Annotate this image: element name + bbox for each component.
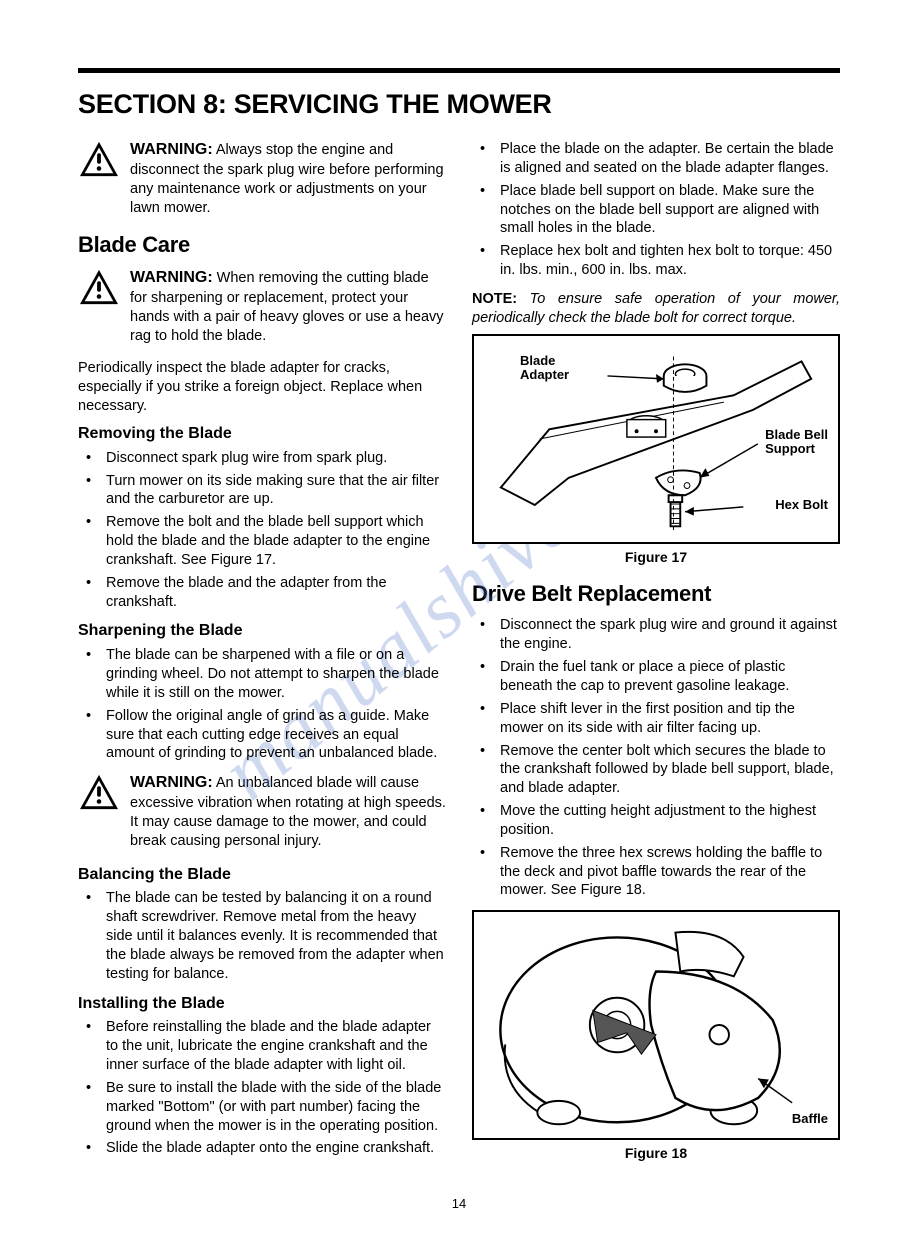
warning-label: WARNING:	[130, 774, 213, 791]
note-label: NOTE:	[472, 291, 517, 307]
list-item: Replace hex bolt and tighten hex bolt to…	[472, 242, 840, 280]
sharpening-blade-list: The blade can be sharpened with a file o…	[78, 646, 446, 763]
removing-blade-list: Disconnect spark plug wire from spark pl…	[78, 449, 446, 612]
list-item: Remove the bolt and the blade bell suppo…	[78, 513, 446, 570]
heading-removing-blade: Removing the Blade	[78, 424, 446, 445]
warning-block-2: WARNING: When removing the cutting blade…	[78, 268, 446, 345]
warning-block-1: WARNING: Always stop the engine and disc…	[78, 140, 446, 217]
list-item: Disconnect the spark plug wire and groun…	[472, 616, 840, 654]
figure-18-caption: Figure 18	[472, 1144, 840, 1162]
fig18-label-baffle: Baffle	[792, 1111, 828, 1128]
top-rule	[78, 68, 840, 73]
heading-drive-belt: Drive Belt Replacement	[472, 580, 840, 609]
heading-blade-care: Blade Care	[78, 231, 446, 260]
installing-blade-list: Before reinstalling the blade and the bl…	[78, 1018, 446, 1158]
section-title: SECTION 8: SERVICING THE MOWER	[78, 87, 840, 122]
list-item: Slide the blade adapter onto the engine …	[78, 1139, 446, 1158]
fig17-label-adapter: Blade Adapter	[520, 354, 569, 383]
right-column: Place the blade on the adapter. Be certa…	[472, 140, 840, 1176]
warning-2-text: WARNING: When removing the cutting blade…	[130, 268, 446, 345]
list-item: Remove the blade and the adapter from th…	[78, 574, 446, 612]
list-item: Drain the fuel tank or place a piece of …	[472, 658, 840, 696]
warning-label: WARNING:	[130, 269, 213, 286]
page-number: 14	[78, 1196, 840, 1213]
list-item: Before reinstalling the blade and the bl…	[78, 1018, 446, 1075]
list-item: The blade can be tested by balancing it …	[78, 889, 446, 983]
list-item: Place the blade on the adapter. Be certa…	[472, 140, 840, 178]
list-item: Place shift lever in the first position …	[472, 700, 840, 738]
installing-blade-list-cont: Place the blade on the adapter. Be certa…	[472, 140, 840, 280]
list-item: Remove the three hex screws holding the …	[472, 844, 840, 901]
warning-block-3: WARNING: An unbalanced blade will cause …	[78, 773, 446, 850]
figure-18-box: Baffle	[472, 910, 840, 1140]
warning-3-text: WARNING: An unbalanced blade will cause …	[130, 773, 446, 850]
list-item: Turn mower on its side making sure that …	[78, 472, 446, 510]
list-item: Disconnect spark plug wire from spark pl…	[78, 449, 446, 468]
warning-icon	[78, 773, 120, 811]
list-item: The blade can be sharpened with a file o…	[78, 646, 446, 703]
warning-icon	[78, 268, 120, 306]
warning-icon	[78, 140, 120, 178]
list-item: Remove the center bolt which secures the…	[472, 742, 840, 799]
heading-balancing-blade: Balancing the Blade	[78, 865, 446, 886]
fig17-label-support: Blade Bell Support	[765, 428, 828, 457]
warning-1-text: WARNING: Always stop the engine and disc…	[130, 140, 446, 217]
warning-label: WARNING:	[130, 141, 213, 158]
list-item: Be sure to install the blade with the si…	[78, 1079, 446, 1136]
figure-18-diagram	[480, 918, 832, 1132]
figure-17-caption: Figure 17	[472, 548, 840, 566]
heading-installing-blade: Installing the Blade	[78, 994, 446, 1015]
two-column-layout: WARNING: Always stop the engine and disc…	[78, 140, 840, 1176]
drive-belt-list: Disconnect the spark plug wire and groun…	[472, 616, 840, 900]
list-item: Move the cutting height adjustment to th…	[472, 802, 840, 840]
note-paragraph: NOTE: To ensure safe operation of your m…	[472, 290, 840, 328]
list-item: Follow the original angle of grind as a …	[78, 707, 446, 764]
note-text: To ensure safe operation of your mower, …	[472, 291, 840, 326]
list-item: Place blade bell support on blade. Make …	[472, 182, 840, 239]
figure-17-box: Blade Adapter Blade Bell Support Hex Bol…	[472, 334, 840, 544]
balancing-blade-list: The blade can be tested by balancing it …	[78, 889, 446, 983]
fig17-label-bolt: Hex Bolt	[775, 498, 828, 512]
left-column: WARNING: Always stop the engine and disc…	[78, 140, 446, 1176]
heading-sharpening-blade: Sharpening the Blade	[78, 621, 446, 642]
inspect-paragraph: Periodically inspect the blade adapter f…	[78, 359, 446, 416]
